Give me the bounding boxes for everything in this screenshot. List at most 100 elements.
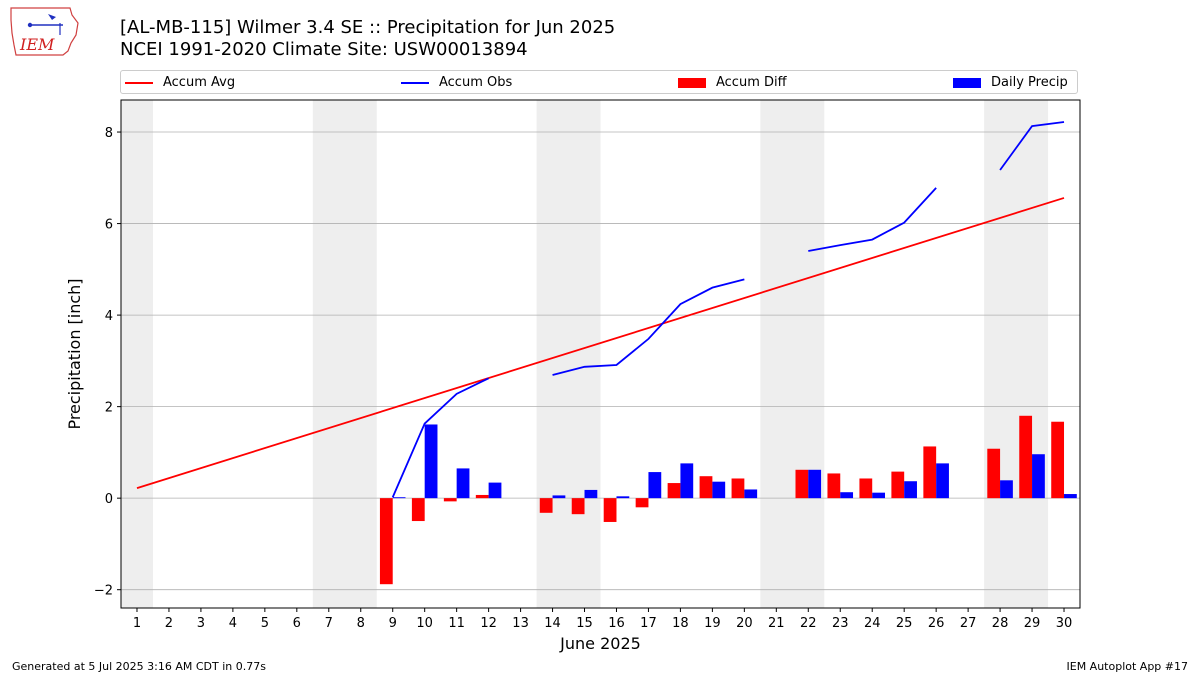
bar-accum-diff-day-11 — [443, 498, 457, 502]
y-tick-label-0: 0 — [105, 492, 113, 507]
y-tick-label-2: 2 — [105, 401, 113, 416]
bar-daily-precip-day-12 — [488, 482, 502, 499]
legend-label-daily-precip: Daily Precip — [991, 75, 1068, 90]
bar-daily-precip-day-25 — [904, 481, 917, 499]
bar-accum-diff-day-18 — [667, 483, 681, 499]
line-accum-obs-segment-0 — [391, 377, 490, 498]
chart-title: [AL-MB-115] Wilmer 3.4 SE :: Precipitati… — [120, 17, 616, 38]
logo-text: IEM — [19, 35, 55, 54]
bar-accum-diff-day-16 — [603, 498, 617, 522]
bar-accum-diff-day-14 — [539, 498, 553, 513]
legend-swatch-accum-obs — [401, 82, 429, 84]
bar-accum-diff-day-25 — [891, 471, 905, 499]
y-tick-label-4: 4 — [105, 309, 113, 324]
x-tick-label-16: 16 — [608, 616, 625, 631]
bar-accum-diff-day-12 — [475, 494, 489, 499]
x-tick-label-20: 20 — [736, 616, 753, 631]
bar-daily-precip-day-18 — [680, 463, 694, 499]
legend-swatch-accum-diff — [678, 78, 706, 88]
x-tick-label-3: 3 — [197, 616, 205, 631]
bar-group — [379, 415, 1077, 585]
bar-daily-precip-day-10 — [424, 424, 438, 499]
weekend-shade-3 — [760, 100, 825, 608]
line-accum-obs-segment-3 — [999, 121, 1065, 171]
y-tick-label--2: −2 — [94, 584, 113, 599]
x-tick-label-7: 7 — [325, 616, 333, 631]
legend-label-accum-obs: Accum Obs — [439, 75, 513, 90]
bar-accum-diff-day-26 — [923, 446, 937, 499]
x-tick-label-12: 12 — [480, 616, 497, 631]
bar-accum-diff-day-23 — [827, 473, 841, 499]
chart-legend: Accum Avg Accum Obs Accum Diff Daily Pre… — [120, 70, 1078, 94]
weekend-shade-2 — [536, 100, 601, 608]
bar-daily-precip-day-28 — [1000, 480, 1013, 499]
x-tick-label-2: 2 — [165, 616, 173, 631]
bar-accum-diff-day-10 — [411, 498, 425, 522]
footer-app-text: IEM Autoplot App #17 — [1066, 660, 1189, 673]
legend-label-accum-avg: Accum Avg — [163, 75, 236, 90]
bar-accum-diff-day-28 — [987, 448, 1001, 499]
iowa-map-logo-icon: IEM — [10, 7, 79, 56]
iem-logo: IEM — [8, 5, 80, 59]
x-tick-label-26: 26 — [928, 616, 945, 631]
bar-daily-precip-day-24 — [872, 492, 886, 499]
legend-swatch-accum-avg — [125, 82, 153, 84]
x-tick-label-30: 30 — [1056, 616, 1073, 631]
bar-accum-diff-day-9 — [379, 498, 393, 585]
weekend-shade-0 — [121, 100, 153, 608]
x-axis-label: June 2025 — [559, 634, 641, 653]
bar-accum-diff-day-29 — [1019, 415, 1033, 499]
x-tick-label-28: 28 — [992, 616, 1009, 631]
bar-daily-precip-day-9 — [392, 497, 406, 499]
bar-daily-precip-day-11 — [456, 468, 470, 499]
bar-daily-precip-day-16 — [616, 496, 630, 499]
x-tick-label-23: 23 — [832, 616, 849, 631]
weekend-shade-1 — [312, 100, 377, 608]
x-tick-label-8: 8 — [357, 616, 365, 631]
line-accum-avg — [136, 197, 1065, 489]
legend-label-accum-diff: Accum Diff — [716, 75, 787, 90]
bar-accum-diff-day-15 — [571, 498, 585, 515]
bar-daily-precip-day-14 — [552, 495, 566, 499]
x-tick-label-13: 13 — [512, 616, 529, 631]
bar-accum-diff-day-20 — [731, 478, 745, 499]
bar-daily-precip-day-15 — [584, 489, 598, 499]
bar-daily-precip-day-23 — [840, 492, 854, 499]
x-tick-label-19: 19 — [704, 616, 721, 631]
x-tick-label-11: 11 — [448, 616, 465, 631]
y-axis-label: Precipitation [inch] — [65, 278, 84, 429]
x-tick-label-24: 24 — [864, 616, 881, 631]
x-tick-label-18: 18 — [672, 616, 689, 631]
x-tick-label-22: 22 — [800, 616, 817, 631]
chart-subtitle: NCEI 1991-2020 Climate Site: USW00013894 — [120, 39, 528, 60]
x-tick-label-5: 5 — [261, 616, 269, 631]
line-group — [136, 121, 1065, 498]
bar-accum-diff-day-17 — [635, 498, 649, 508]
bar-accum-diff-day-30 — [1051, 421, 1065, 499]
bar-daily-precip-day-19 — [712, 481, 726, 499]
x-tick-label-29: 29 — [1024, 616, 1041, 631]
gridline-group — [121, 131, 1080, 591]
bar-accum-diff-day-19 — [699, 476, 713, 499]
weekend-shade-4 — [984, 100, 1049, 608]
bar-daily-precip-day-17 — [648, 472, 662, 499]
bar-daily-precip-day-26 — [936, 463, 949, 499]
bar-daily-precip-day-30 — [1064, 494, 1077, 499]
x-tick-label-15: 15 — [576, 616, 593, 631]
bar-daily-precip-day-22 — [808, 469, 822, 499]
line-accum-obs-segment-1 — [552, 278, 745, 376]
x-tick-label-14: 14 — [544, 616, 561, 631]
y-tick-label-6: 6 — [105, 218, 113, 233]
bar-daily-precip-day-29 — [1032, 454, 1045, 499]
x-tick-label-25: 25 — [896, 616, 913, 631]
bar-accum-diff-day-24 — [859, 478, 873, 499]
bar-daily-precip-day-20 — [744, 489, 758, 499]
weekend-shading-group — [121, 100, 1049, 608]
footer-generated-text: Generated at 5 Jul 2025 3:16 AM CDT in 0… — [12, 660, 266, 673]
legend-swatch-daily-precip — [953, 78, 981, 88]
x-tick-label-6: 6 — [293, 616, 301, 631]
x-tick-label-27: 27 — [960, 616, 977, 631]
